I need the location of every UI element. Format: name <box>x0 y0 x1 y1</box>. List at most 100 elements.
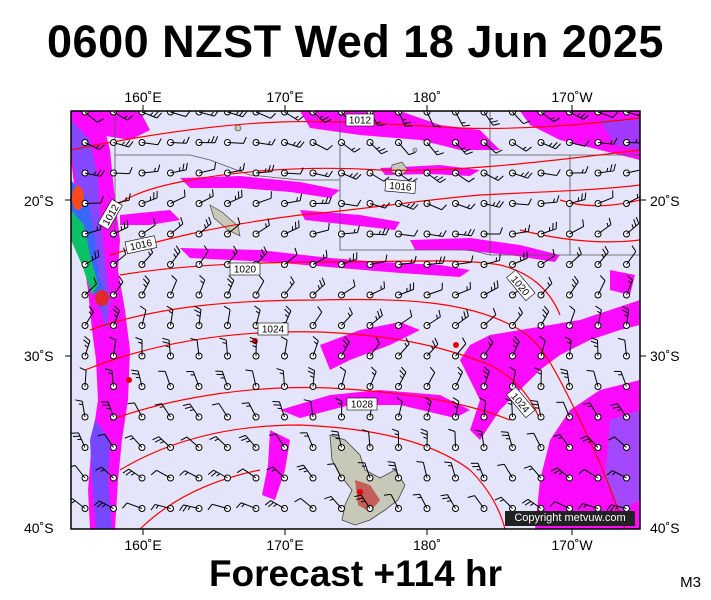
lon-label-bottom-180: 180˚ <box>412 537 442 553</box>
wind-barb <box>138 164 161 177</box>
wind-barb <box>521 498 545 512</box>
wind-barb <box>252 305 261 329</box>
wind-barb <box>95 466 117 482</box>
wind-barb <box>509 111 531 125</box>
wind-barb <box>131 369 146 390</box>
wind-barb <box>623 275 633 299</box>
wind-barb <box>109 336 117 360</box>
wind-barb <box>480 169 504 181</box>
wind-barb <box>272 401 288 421</box>
wind-barb <box>252 111 276 119</box>
wind-barb <box>537 221 557 238</box>
lon-label-bottom-160e: 160˚E <box>124 537 162 553</box>
wind-barb <box>566 219 585 238</box>
map-frame <box>70 110 641 530</box>
wind-barb <box>452 282 471 299</box>
wind-barb <box>480 336 494 360</box>
wind-barb <box>523 465 545 482</box>
wind-barb <box>224 136 247 146</box>
wind-barb <box>138 218 156 238</box>
rain-band-east-front <box>460 300 640 440</box>
wind-barb <box>366 366 377 390</box>
rain-band-mid-arc <box>320 322 420 370</box>
wind-barb <box>366 200 390 209</box>
wind-barb <box>423 200 447 211</box>
wind-barb <box>195 189 214 207</box>
wind-barb <box>110 275 124 299</box>
wind-barb <box>280 336 288 360</box>
wind-barb <box>309 139 333 151</box>
wind-barb <box>423 397 432 421</box>
forecast-lead-time: Forecast +114 hr <box>208 553 503 594</box>
wind-barb <box>195 216 212 238</box>
wind-barb <box>580 435 602 451</box>
wind-barb <box>338 336 350 360</box>
wind-barb <box>264 500 288 512</box>
wind-barb <box>252 138 276 146</box>
wind-barb <box>470 462 488 482</box>
wind-barb <box>480 111 500 126</box>
wind-barb <box>416 460 431 482</box>
wind-barb <box>594 245 609 268</box>
wind-barb <box>309 336 319 360</box>
wind-barb <box>594 111 618 118</box>
wind-barb <box>124 435 146 451</box>
rain-band-east-core <box>605 410 640 510</box>
lat-label-right-20s: 20˚S <box>650 193 680 209</box>
wind-barb <box>448 428 459 451</box>
wind-barb <box>509 251 528 268</box>
wind-barb <box>195 275 206 299</box>
wind-barb <box>480 200 504 208</box>
wind-barb <box>105 368 117 390</box>
wind-barb <box>366 228 390 238</box>
lat-label-right-30s: 30˚S <box>650 348 680 364</box>
wind-barb <box>110 220 129 238</box>
wind-barb <box>110 139 134 148</box>
wind-barb <box>537 276 553 299</box>
wind-barb <box>223 305 231 329</box>
lon-label-top-160e: 160˚E <box>124 89 162 105</box>
wind-barb <box>504 398 516 421</box>
wind-barb <box>395 282 415 299</box>
wind-barb <box>309 249 328 268</box>
wind-barb <box>395 200 419 210</box>
wind-barb <box>81 196 104 207</box>
wind-barb <box>79 367 89 390</box>
wind-barb <box>81 277 97 299</box>
wind-barb <box>71 464 89 482</box>
wind-barb <box>509 306 523 329</box>
high-marker-3 <box>126 377 132 383</box>
wind-barb <box>617 337 630 360</box>
wind-barb <box>594 217 612 238</box>
wind-barb <box>423 282 443 299</box>
wind-barb <box>281 276 295 299</box>
wind-barb <box>480 227 503 238</box>
wind-barb <box>309 169 333 178</box>
wind-barb <box>150 503 174 512</box>
wind-barb <box>158 370 174 390</box>
land-new-caledonia <box>209 204 241 237</box>
wind-barb <box>167 245 181 268</box>
wind-barb <box>586 370 602 390</box>
wind-barb <box>566 275 579 299</box>
wind-barb <box>423 169 446 184</box>
wind-barb <box>195 162 217 177</box>
wind-barb <box>81 249 100 268</box>
wind-barb <box>606 470 630 482</box>
wind-barb <box>608 436 630 451</box>
wind-barb <box>560 368 573 390</box>
wind-barb <box>509 198 532 207</box>
wind-barb <box>590 337 602 360</box>
wind-barb <box>327 463 345 482</box>
wind-barb <box>578 469 602 482</box>
wind-barb <box>122 502 146 512</box>
wind-barb <box>452 139 473 155</box>
wind-barb <box>81 139 105 150</box>
wind-barb <box>309 306 323 329</box>
wind-barb <box>452 255 474 268</box>
wind-barb <box>423 309 441 329</box>
wind-barb <box>444 461 459 482</box>
wind-barb <box>423 256 446 268</box>
wind-barb <box>357 462 374 482</box>
